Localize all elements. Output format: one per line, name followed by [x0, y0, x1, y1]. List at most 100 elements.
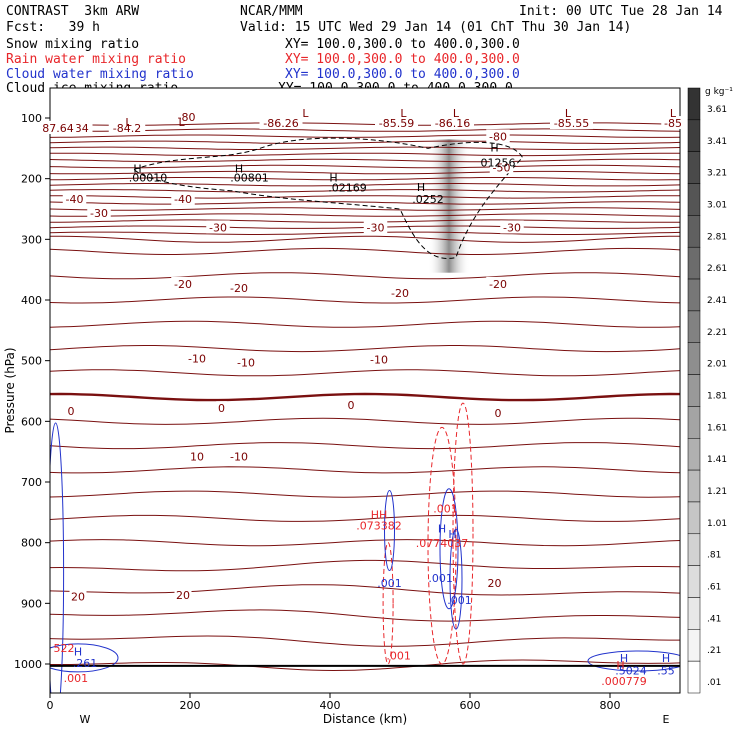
x-tick-label: 400: [320, 699, 341, 712]
colorbar-segment: [687, 119, 701, 152]
colorbar-tick-label: .81: [707, 551, 721, 561]
x-tick-label: 0: [47, 699, 54, 712]
temperature-label-bg: [87, 205, 111, 219]
temperature-label: 20: [176, 589, 190, 602]
colorbar-tick-label: 1.01: [707, 519, 727, 529]
temperature-contour: [50, 345, 680, 353]
temperature-contour: [50, 247, 680, 255]
temperature-label: -80: [489, 130, 507, 143]
temperature-contour: [50, 320, 680, 328]
field-xy-rain: XY= 100.0,300.0 to 400.0,300.0: [285, 52, 520, 67]
extremum-mark: H: [417, 181, 425, 194]
temperature-contour: [50, 158, 680, 163]
plot-frame: [49, 87, 681, 694]
extremum-mark: H: [448, 528, 456, 541]
temperature-label-bg: [62, 191, 87, 205]
extremum-mark: L: [302, 107, 309, 120]
extremum-mark: H: [438, 522, 446, 535]
temperature-label: 0: [348, 399, 355, 412]
extremum-mark: .55: [657, 664, 675, 677]
extremum-mark: H: [490, 141, 498, 154]
colorbar-segment: [687, 183, 701, 216]
colorbar-segment: [687, 87, 701, 121]
extremum-mark: H: [620, 652, 628, 665]
temperature-label: -10: [188, 352, 206, 365]
temperature-label: -20: [230, 282, 248, 295]
temperature-contour: [50, 146, 680, 150]
x-end-label-west: W: [80, 713, 91, 726]
colorbar-tick-label: 1.21: [707, 487, 727, 497]
temperature-label-bg: [492, 406, 504, 420]
colorbar-segment: [687, 533, 701, 566]
temperature-label: -10: [237, 357, 255, 370]
colorbar-tick-label: 3.41: [707, 137, 727, 147]
colorbar-tick-label: .61: [707, 583, 721, 593]
y-tick-label: 500: [21, 355, 42, 368]
colorbar-segment: [687, 501, 701, 535]
extremum-mark: .261: [73, 657, 98, 670]
y-tick-label: 1000: [14, 658, 42, 671]
temperature-label-bg: [108, 120, 146, 134]
colorbar-tick-label: 2.61: [707, 264, 727, 274]
temperature-label-bg: [69, 589, 87, 603]
temperature-label: -85: [664, 117, 682, 130]
temperature-label-bg: [171, 276, 195, 290]
center-label: NCAR/MMM: [240, 4, 303, 19]
temperature-label: 20: [488, 577, 502, 590]
field-name-rain: Rain water mixing ratio: [6, 52, 187, 67]
y-tick-label: 200: [21, 173, 42, 186]
y-tick-label: 600: [21, 415, 42, 428]
field-name-cloud-water: Cloud water mixing ratio: [6, 67, 194, 82]
model-title: CONTRAST 3km ARW: [6, 4, 140, 19]
y-tick-label: 900: [21, 597, 42, 610]
temperature-label: -10: [370, 354, 388, 367]
rain-water-contour: [382, 542, 394, 665]
temperature-contour: [50, 189, 680, 193]
temperature-contour: [50, 442, 680, 450]
temperature-contour: [50, 584, 680, 596]
temperature-label: 10: [190, 451, 204, 464]
extremum-mark: H: [74, 645, 82, 658]
temperature-contour: [50, 514, 680, 522]
temperature-label-bg: [174, 588, 192, 602]
y-tick-label: 400: [21, 294, 42, 307]
temperature-label-bg: [489, 160, 514, 174]
field-xy-cloud-water: XY= 100.0,300.0 to 400.0,300.0: [285, 67, 520, 82]
temperature-label-bg: [171, 191, 195, 205]
rain-water-contour: [452, 402, 474, 665]
temperature-label-bg: [206, 220, 230, 234]
x-tick-label: 200: [180, 699, 201, 712]
colorbar-segment: [687, 342, 701, 375]
temperature-label-bg: [500, 220, 524, 234]
temperature-contour: [50, 609, 680, 622]
temperature-label: 0: [68, 405, 75, 418]
temperature-label: -40: [174, 193, 192, 206]
temperature-label-bg: [486, 575, 503, 589]
colorbar-tick-label: 2.01: [707, 360, 727, 370]
temperature-label: -20: [489, 278, 507, 291]
temperature-contour: [50, 164, 680, 169]
colorbar-tick-label: .01: [707, 678, 721, 688]
colorbar-tick-label: 2.41: [707, 296, 727, 306]
y-tick-label: 700: [21, 476, 42, 489]
cloud-water-contour: [50, 422, 65, 693]
rain-water-contour: [427, 426, 457, 665]
plot-background: [50, 88, 680, 693]
temperature-contour: [50, 659, 680, 672]
colorbar-tick-label: 1.61: [707, 423, 727, 433]
temperature-label-bg: [227, 449, 251, 463]
extremum-mark: L: [125, 116, 132, 129]
temperature-label: -40: [66, 193, 84, 206]
temperature-contour: [50, 235, 680, 243]
temperature-label-bg: [367, 352, 391, 366]
temperature-contour: [50, 490, 680, 498]
extremum-mark: H: [616, 659, 624, 672]
temperature-contour: [50, 417, 680, 425]
extremum-mark: .001: [447, 594, 472, 607]
colorbar-tick-label: 3.61: [707, 105, 727, 115]
extremum-mark: .02169: [328, 181, 367, 194]
temperature-label: -20: [174, 278, 192, 291]
temperature-label: 20: [71, 590, 85, 603]
y-tick-label: 100: [21, 112, 42, 125]
temperature-label-bg: [375, 116, 418, 130]
